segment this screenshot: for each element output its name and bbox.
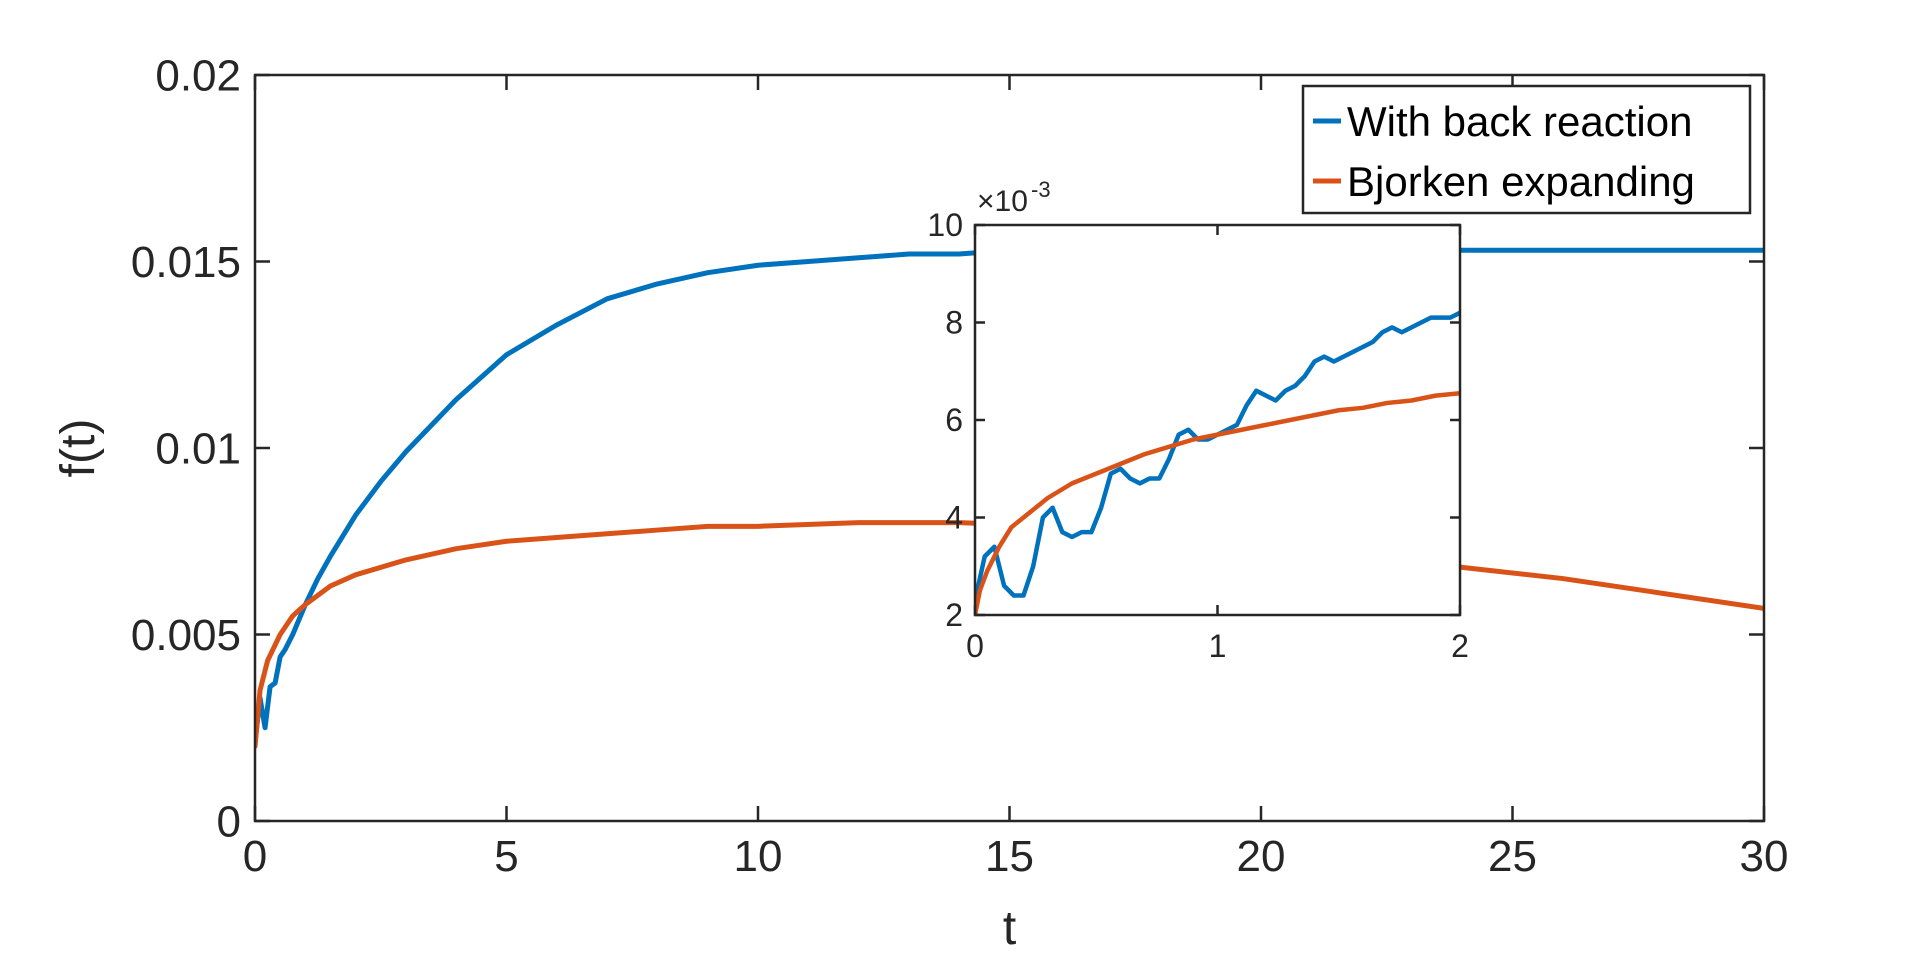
x-tick-label: 30 [1740, 832, 1789, 881]
y-tick-label: 0.005 [131, 611, 241, 660]
x-tick-label: 15 [985, 832, 1034, 881]
y-tick-label: 0.015 [131, 238, 241, 287]
series-group [975, 310, 1460, 615]
x-tick-label: 0 [966, 628, 984, 664]
legend-box [1301, 84, 1752, 215]
y-tick-label: 6 [945, 402, 963, 438]
x-tick-label: 20 [1237, 832, 1286, 881]
x-tick-label: 10 [734, 832, 783, 881]
x-axis-title: t [1003, 902, 1016, 955]
inset-plot: 0 1 2 2 4 6 8 10 ×10 -3 [927, 177, 1468, 664]
y-tick-label: 10 [927, 207, 963, 243]
legend-label: Bjorken expanding [1347, 158, 1695, 205]
x-tick-label: 1 [1209, 628, 1227, 664]
x-tick-label: 25 [1488, 832, 1537, 881]
legend-label: With back reaction [1347, 98, 1692, 145]
series-line-1 [975, 390, 1460, 615]
inset-y-exponent-power: -3 [1031, 177, 1051, 202]
y-axis-title: f(t) [52, 419, 105, 478]
y-tick-label: 2 [945, 597, 963, 633]
x-tick-label: 5 [494, 832, 518, 881]
y-tick-label: 0.01 [155, 424, 241, 473]
inset-background [975, 225, 1460, 615]
y-tick-label: 0.02 [155, 51, 241, 100]
y-tick-label: 0 [217, 797, 241, 846]
legend: With back reaction Bjorken expanding [1301, 84, 1752, 215]
y-tick-label: 4 [945, 500, 963, 536]
x-tick-label: 2 [1451, 628, 1469, 664]
y-tick-label: 8 [945, 305, 963, 341]
inset-y-exponent-label: ×10 [977, 185, 1028, 218]
x-tick-label: 0 [243, 832, 267, 881]
